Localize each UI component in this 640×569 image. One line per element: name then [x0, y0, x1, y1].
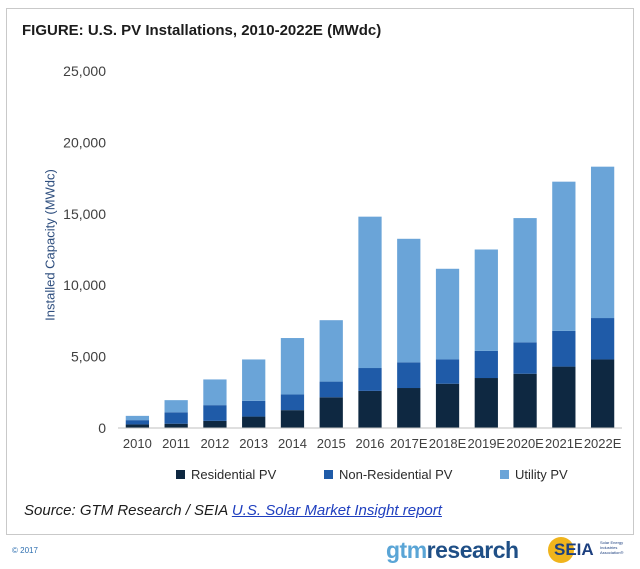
bar-non-residential-2011	[164, 412, 188, 424]
source-note: Source: GTM Research / SEIA U.S. Solar M…	[24, 502, 442, 519]
bar-utility-2013	[242, 359, 266, 401]
bar-residential-2015	[319, 397, 343, 428]
y-tick-label: 0	[98, 420, 106, 436]
legend-swatch-non-residential	[324, 470, 333, 479]
seia-logo: SEIA Solar Energy Industries Association…	[548, 535, 636, 565]
bar-utility-2011	[164, 400, 188, 413]
legend-swatch-residential	[176, 470, 185, 479]
x-tick-label: 2021E	[545, 436, 583, 451]
legend-label-non-residential: Non-Residential PV	[339, 467, 453, 482]
copyright: © 2017	[12, 546, 38, 555]
bar-residential-2017E	[397, 388, 421, 428]
legend-item-non-residential: Non-Residential PV	[324, 467, 452, 482]
x-tick-label: 2016	[356, 436, 385, 451]
y-tick-label: 20,000	[63, 134, 106, 150]
sun-icon	[548, 537, 574, 563]
bar-residential-2020E	[513, 373, 537, 428]
bar-residential-2010	[125, 424, 150, 428]
bar-non-residential-2014	[280, 394, 305, 411]
legend-item-residential: Residential PV	[176, 467, 276, 482]
x-tick-label: 2015	[317, 436, 346, 451]
bar-utility-2018E	[435, 268, 460, 360]
bar-residential-2011	[164, 423, 188, 428]
bar-utility-2015	[319, 320, 343, 382]
bar-non-residential-2010	[125, 420, 150, 425]
y-tick-label: 15,000	[63, 206, 106, 222]
x-tick-label: 2013	[239, 436, 268, 451]
x-tick-label: 2010	[123, 436, 152, 451]
bar-non-residential-2019E	[474, 350, 498, 379]
legend-item-utility: Utility PV	[500, 467, 568, 482]
legend-label-residential: Residential PV	[191, 467, 277, 482]
x-tick-label: 2019E	[468, 436, 506, 451]
x-tick-label: 2020E	[506, 436, 544, 451]
bar-utility-2016	[358, 216, 382, 369]
seia-logo-subtitle: Solar Energy Industries Association®	[600, 540, 624, 555]
x-tick-label: 2022E	[584, 436, 622, 451]
y-tick-label: 5,000	[71, 349, 106, 365]
chart-title: FIGURE: U.S. PV Installations, 2010-2022…	[22, 22, 382, 39]
bar-residential-2014	[280, 410, 305, 428]
bar-utility-2019E	[474, 249, 498, 351]
x-axis-ticks: 2010 2011 2012 2013 2014 2015 2016 2017E 2018E 20…	[123, 436, 622, 451]
bar-non-residential-2015	[319, 381, 343, 398]
legend: Residential PV Non-Residential PV Utilit…	[0, 467, 640, 487]
y-tick-label: 10,000	[63, 277, 106, 293]
x-tick-label: 2011	[162, 436, 190, 451]
source-report-link[interactable]: U.S. Solar Market Insight report	[231, 502, 442, 519]
bar-non-residential-2018E	[435, 359, 460, 384]
bar-utility-2012	[203, 379, 227, 406]
legend-swatch-utility	[500, 470, 509, 479]
bar-residential-2021E	[552, 366, 576, 428]
gtm-research-logo: gtmresearch	[386, 537, 519, 564]
source-prefix: Source: GTM Research / SEIA	[24, 502, 232, 519]
bar-utility-2022E	[590, 166, 615, 319]
gtm-logo-part2: research	[426, 537, 519, 563]
bar-utility-2017E	[397, 238, 421, 363]
gtm-logo-part1: gtm	[386, 537, 427, 563]
bar-residential-2013	[242, 416, 266, 428]
x-tick-label: 2012	[200, 436, 229, 451]
bar-non-residential-2017E	[397, 362, 421, 389]
seia-logo-text: SEIA	[554, 540, 594, 559]
bar-residential-2018E	[435, 383, 460, 428]
x-tick-label: 2014	[278, 436, 307, 451]
x-tick-label: 2018E	[429, 436, 467, 451]
bar-utility-2020E	[513, 218, 537, 343]
x-tick-label: 2017E	[390, 436, 428, 451]
bar-non-residential-2020E	[513, 342, 537, 374]
y-axis-ticks: 0 5,000 10,000 15,000 20,000 25,000	[63, 63, 106, 436]
bar-non-residential-2012	[203, 405, 227, 421]
bar-residential-2022E	[590, 359, 615, 428]
bar-non-residential-2021E	[552, 330, 576, 367]
bar-series	[125, 166, 615, 428]
bar-residential-2016	[358, 390, 382, 428]
bar-residential-2012	[203, 420, 227, 428]
y-tick-label: 25,000	[63, 63, 106, 79]
bar-non-residential-2013	[242, 400, 266, 417]
bar-residential-2019E	[474, 378, 498, 428]
bar-non-residential-2016	[358, 368, 382, 391]
bar-utility-2010	[125, 415, 150, 421]
bar-non-residential-2022E	[590, 318, 615, 360]
legend-label-utility: Utility PV	[515, 467, 568, 482]
bar-utility-2014	[280, 338, 305, 395]
bar-utility-2021E	[552, 181, 576, 331]
